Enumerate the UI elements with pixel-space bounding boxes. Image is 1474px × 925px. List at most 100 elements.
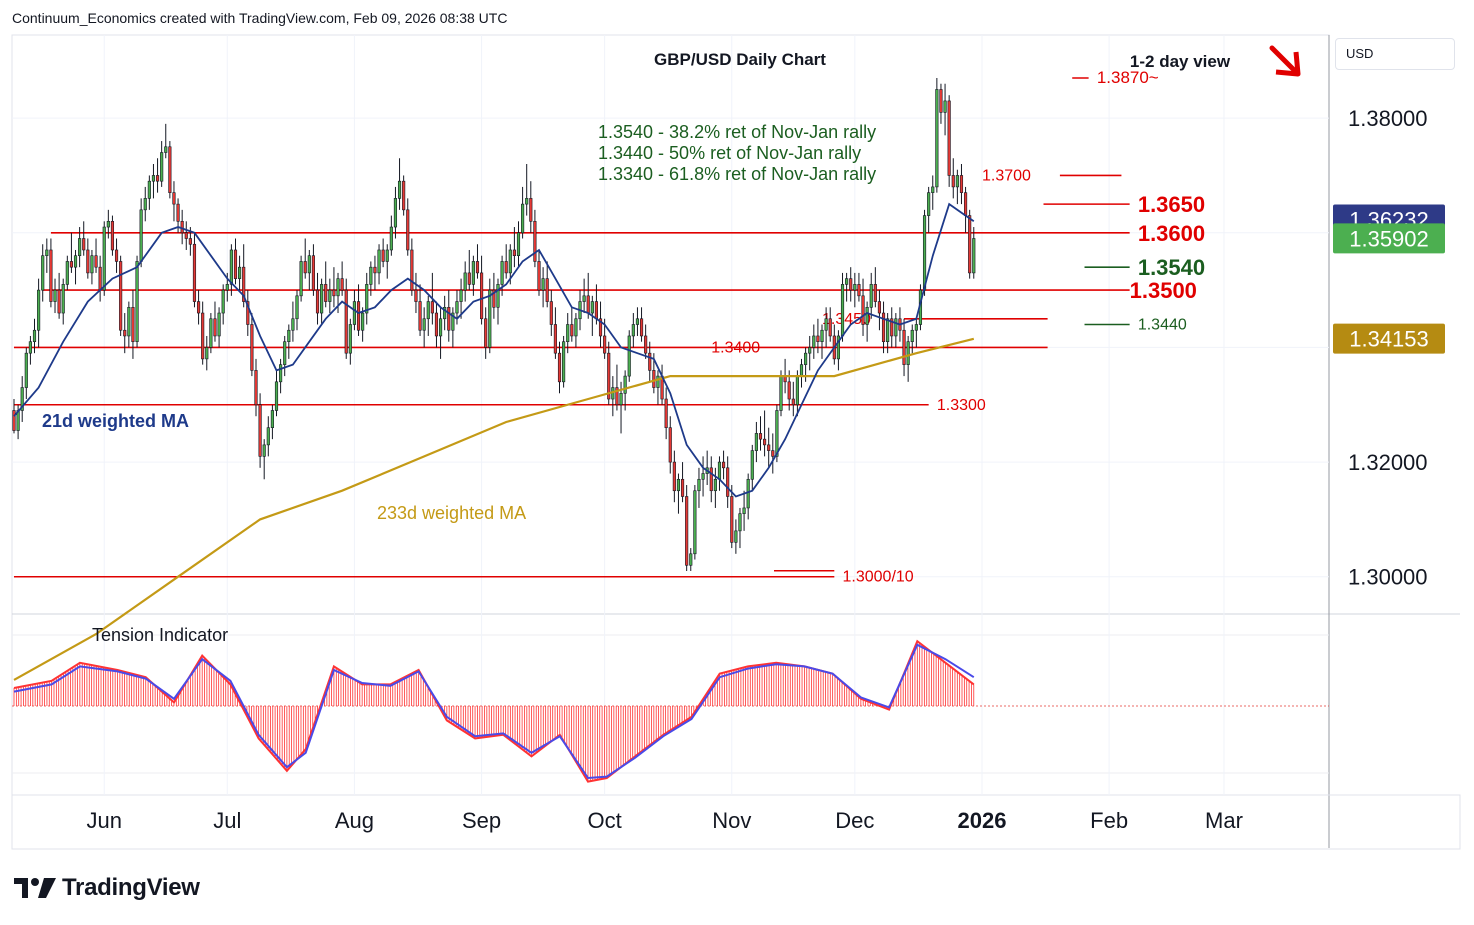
candle-body xyxy=(279,364,283,383)
candle-body xyxy=(20,387,24,411)
candle-body xyxy=(266,427,270,446)
candle-body xyxy=(922,215,927,291)
candle-body xyxy=(430,301,434,314)
candle-body xyxy=(877,301,882,314)
candle-body xyxy=(939,89,943,113)
candle-body xyxy=(799,364,804,377)
candle-body xyxy=(143,198,147,211)
candle-body xyxy=(369,266,373,285)
candle-body xyxy=(352,301,357,325)
currency-selector[interactable]: USD xyxy=(1335,38,1455,70)
candle-body xyxy=(496,284,500,308)
candle-body xyxy=(147,180,151,199)
candle-body xyxy=(680,478,685,497)
candle-body xyxy=(426,301,430,320)
candle-body xyxy=(840,284,845,337)
candle-body xyxy=(894,318,898,337)
candle-body xyxy=(808,347,812,354)
candle-body xyxy=(672,461,676,492)
candle-body xyxy=(262,444,266,457)
candle-body xyxy=(836,335,840,360)
candle-body xyxy=(332,289,336,297)
down-arrow-head xyxy=(1275,51,1301,77)
candle-body xyxy=(402,180,406,211)
candle-body xyxy=(795,375,799,406)
candle-body xyxy=(467,272,471,285)
candle-body xyxy=(238,266,242,279)
candle-body xyxy=(549,301,553,325)
candle-body xyxy=(361,312,365,331)
candle-body xyxy=(201,312,205,360)
candle-body xyxy=(82,238,86,251)
x-tick-label: Aug xyxy=(335,808,374,833)
candle-body xyxy=(283,341,287,365)
candle-body xyxy=(574,318,578,337)
tradingview-logo[interactable]: TradingView xyxy=(14,874,200,902)
candle-body xyxy=(812,335,816,348)
candle-body xyxy=(250,324,254,371)
candle-body xyxy=(303,261,307,274)
candle-body xyxy=(758,433,763,440)
candle-body xyxy=(45,249,49,257)
candle-body xyxy=(168,146,172,193)
candle-body xyxy=(12,410,16,431)
candle-body xyxy=(410,249,414,291)
candle-body xyxy=(443,307,447,320)
candle-body xyxy=(340,278,344,291)
source-line: Continuum_Economics created with Trading… xyxy=(12,10,508,26)
candle-body xyxy=(246,301,250,325)
indicator-slow-line xyxy=(13,643,975,780)
fib-annotation: 1.3440 - 50% ret of Nov-Jan rally xyxy=(598,143,861,163)
candle-body xyxy=(820,329,824,342)
candle-body xyxy=(365,284,369,314)
candle-body xyxy=(508,249,512,274)
candle-body xyxy=(639,318,644,337)
candle-body xyxy=(225,284,229,291)
candle-body xyxy=(951,175,955,188)
last-close-badge xyxy=(1333,223,1445,254)
candle-body xyxy=(155,175,160,182)
candle-body xyxy=(914,324,918,331)
x-tick-label: Dec xyxy=(835,808,874,833)
candle-body xyxy=(861,295,865,325)
candle-body xyxy=(927,192,931,216)
candle-body xyxy=(151,175,156,182)
candle-body xyxy=(49,249,53,302)
candle-body xyxy=(533,221,537,262)
candle-body xyxy=(406,209,410,251)
candle-body xyxy=(61,284,65,314)
candle-body xyxy=(270,410,274,428)
candle-body xyxy=(512,249,516,257)
candle-body xyxy=(307,255,311,274)
level-13650-label: 1.3650 xyxy=(1138,192,1205,217)
candle-body xyxy=(356,301,361,331)
x-tick-label: Sep xyxy=(462,808,501,833)
candle-body xyxy=(471,261,475,285)
candle-body xyxy=(135,261,139,342)
candle-body xyxy=(217,312,221,337)
candle-body xyxy=(65,261,69,285)
candle-body xyxy=(299,261,303,297)
candle-body xyxy=(537,261,541,291)
candle-body xyxy=(184,232,188,239)
candle-body xyxy=(287,329,291,342)
candle-body xyxy=(90,255,94,274)
candle-body xyxy=(459,289,463,302)
candle-body xyxy=(188,238,192,245)
candle-body xyxy=(24,352,28,388)
brand-name: TradingView xyxy=(62,874,200,901)
candle-body xyxy=(570,324,574,337)
candle-body xyxy=(57,289,61,314)
candle-body xyxy=(779,375,783,411)
candle-body xyxy=(414,289,418,302)
candle-body xyxy=(451,312,455,331)
candle-body xyxy=(607,352,611,400)
candle-body xyxy=(738,513,742,532)
candle-body xyxy=(845,278,849,285)
candle-body xyxy=(53,289,57,302)
candle-body xyxy=(824,318,828,331)
candle-body xyxy=(475,261,480,274)
candle-body xyxy=(676,478,681,492)
candle-body xyxy=(598,318,603,337)
